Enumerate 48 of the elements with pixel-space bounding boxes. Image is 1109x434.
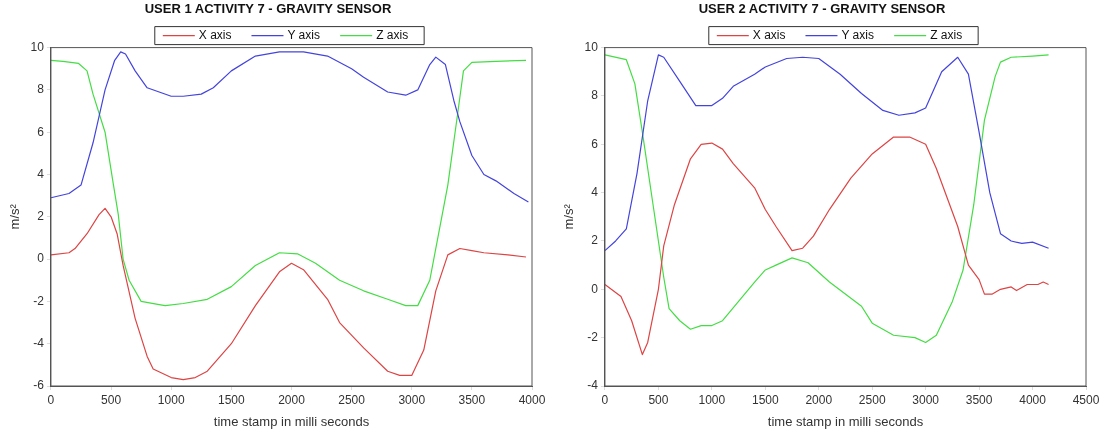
x-tick-label: 2000 <box>805 392 833 407</box>
x-tick-label: 2500 <box>858 392 886 407</box>
x-tick-label: 3000 <box>398 392 426 407</box>
y-tick-label: -2 <box>33 293 45 308</box>
y-axis-title: m/s² <box>561 203 577 230</box>
y-tick-label: -6 <box>33 378 45 393</box>
x-tick-label: 0 <box>601 392 609 407</box>
y-tick-label: 0 <box>37 251 45 266</box>
y-tick-label: -4 <box>33 336 45 351</box>
x-tick-label: 2500 <box>338 392 366 407</box>
y-tick-label: 2 <box>591 233 599 248</box>
x-tick-label: 4000 <box>518 392 546 407</box>
y-tick-label: -4 <box>587 378 599 393</box>
y-axis-title: m/s² <box>7 203 23 230</box>
x-tick-label: 0 <box>47 392 55 407</box>
x-axis-title: time stamp in milli seconds <box>213 413 370 429</box>
y-tick-label: 0 <box>591 281 599 296</box>
x-tick-label: 500 <box>648 392 669 407</box>
y-tick-label: 8 <box>591 88 599 103</box>
x-tick-label: 3000 <box>912 392 940 407</box>
legend-label: X axis <box>752 27 786 42</box>
x-tick-label: 4500 <box>1072 392 1100 407</box>
y-tick-label: 10 <box>30 39 45 54</box>
x-tick-label: 3500 <box>965 392 993 407</box>
y-tick-label: 6 <box>591 136 599 151</box>
y-tick-label: 8 <box>37 82 45 97</box>
x-tick-label: 3500 <box>458 392 486 407</box>
legend-label: Y axis <box>287 27 320 42</box>
x-axis-title: time stamp in milli seconds <box>767 413 924 429</box>
x-tick-label: 1500 <box>217 392 246 407</box>
legend-label: Y axis <box>841 27 874 42</box>
chart-title: USER 1 ACTIVITY 7 - GRAVITY SENSOR <box>144 1 392 17</box>
x-tick-label: 1000 <box>698 392 726 407</box>
x-tick-label: 500 <box>101 392 122 407</box>
x-tick-label: 2000 <box>278 392 306 407</box>
y-tick-label: 6 <box>37 124 45 139</box>
y-tick-label: -2 <box>587 329 599 344</box>
x-tick-label: 4000 <box>1019 392 1047 407</box>
x-tick-label: 1500 <box>751 392 779 407</box>
y-tick-label: 4 <box>591 184 599 199</box>
y-tick-label: 4 <box>37 166 45 181</box>
y-tick-label: 10 <box>584 39 599 54</box>
y-tick-label: 2 <box>37 209 45 224</box>
legend-label: Z axis <box>376 27 409 42</box>
x-tick-label: 1000 <box>157 392 185 407</box>
legend-label: Z axis <box>930 27 963 42</box>
legend-label: X axis <box>198 27 232 42</box>
chart-title: USER 2 ACTIVITY 7 - GRAVITY SENSOR <box>698 1 946 17</box>
